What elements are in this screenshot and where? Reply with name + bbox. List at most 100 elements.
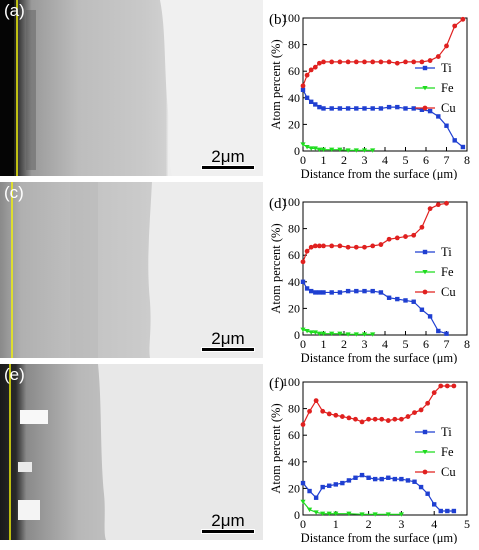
- x-tick-label: 7: [444, 153, 450, 167]
- y-tick-label: 60: [288, 248, 300, 262]
- y-axis-label: Atom percent (%): [269, 39, 283, 129]
- legend-entry-ti: Ti: [415, 61, 452, 75]
- data-point: [411, 232, 417, 238]
- y-tick-label: 40: [288, 91, 300, 105]
- x-tick-label: 5: [403, 153, 409, 167]
- legend-marker: [422, 450, 428, 455]
- data-point: [327, 483, 332, 488]
- data-point: [316, 147, 322, 153]
- data-point: [451, 508, 457, 514]
- data-point: [405, 414, 411, 419]
- scale-bar-line-e: [201, 529, 255, 534]
- y-tick-label: 20: [288, 481, 300, 495]
- legend-marker: [422, 289, 428, 295]
- data-point: [300, 259, 306, 265]
- sem-micrograph-a: [0, 0, 263, 176]
- legend-label: Ti: [441, 245, 452, 259]
- data-point: [403, 298, 408, 303]
- scale-bar-label-a: 2μm: [211, 147, 245, 166]
- y-tick-label: 80: [288, 38, 300, 52]
- data-point: [308, 244, 314, 250]
- data-point: [359, 512, 365, 517]
- data-point: [346, 415, 352, 421]
- x-tick-label: 7: [444, 337, 450, 351]
- data-point: [337, 147, 343, 153]
- data-point: [316, 331, 322, 337]
- series-cu: [300, 16, 466, 89]
- data-point: [312, 243, 318, 249]
- data-point: [412, 479, 417, 484]
- data-point: [444, 200, 449, 206]
- y-tick-label: 20: [288, 301, 300, 315]
- x-tick-label: 0: [300, 517, 306, 531]
- data-point: [394, 60, 400, 66]
- data-point: [304, 329, 310, 334]
- data-point: [312, 146, 318, 151]
- data-point: [313, 510, 319, 515]
- data-point: [329, 243, 335, 249]
- data-point: [308, 67, 314, 73]
- data-point: [435, 202, 441, 208]
- data-point: [427, 314, 433, 319]
- data-point: [337, 331, 343, 337]
- data-point: [329, 106, 334, 111]
- legend-label: Fe: [441, 445, 454, 459]
- data-point: [444, 43, 449, 49]
- data-point: [378, 290, 384, 295]
- data-point: [353, 59, 359, 65]
- data-point: [329, 331, 335, 337]
- data-point: [444, 383, 450, 389]
- x-tick-label: 8: [464, 153, 470, 167]
- data-point: [445, 508, 450, 514]
- x-tick-label: 3: [398, 517, 404, 531]
- data-point: [386, 475, 391, 480]
- series-ti: [300, 472, 457, 514]
- data-point: [304, 145, 310, 150]
- panel-label-b: (b): [269, 12, 287, 28]
- data-point: [418, 407, 424, 413]
- data-point: [399, 476, 404, 482]
- data-point: [337, 290, 343, 295]
- sem-image-c: (c) 2μm: [0, 182, 263, 358]
- data-point: [386, 59, 392, 65]
- data-point: [300, 83, 306, 89]
- data-point: [304, 72, 310, 78]
- sem-micrograph-c: [0, 182, 263, 358]
- legend-entry-cu: Cu: [415, 101, 456, 115]
- data-point: [320, 408, 326, 414]
- data-point: [345, 288, 351, 294]
- x-tick-label: 4: [431, 517, 437, 531]
- data-point: [320, 331, 327, 337]
- data-point: [354, 288, 359, 294]
- data-point: [366, 475, 371, 480]
- data-point: [354, 106, 359, 111]
- data-point: [312, 330, 318, 335]
- data-point: [317, 243, 322, 249]
- data-point: [438, 383, 444, 389]
- data-point: [345, 106, 351, 111]
- data-point: [321, 243, 326, 249]
- data-point: [419, 307, 425, 312]
- data-point: [321, 59, 326, 65]
- x-tick-label: 0: [300, 337, 306, 351]
- panel-label-c: (c): [4, 183, 24, 202]
- legend-label: Cu: [441, 465, 456, 479]
- data-point: [372, 512, 378, 517]
- data-point: [346, 511, 352, 517]
- data-point: [304, 286, 310, 291]
- plot-frame: [302, 381, 468, 516]
- data-point: [385, 512, 391, 517]
- data-point: [326, 511, 332, 517]
- data-point: [451, 383, 457, 389]
- data-point: [378, 242, 384, 247]
- sem-micrograph-e: [0, 364, 263, 540]
- series-ti: [300, 279, 449, 336]
- x-tick-label: 1: [333, 517, 339, 531]
- data-point: [452, 138, 457, 143]
- legend-entry-ti: Ti: [415, 245, 452, 259]
- data-point: [370, 332, 376, 337]
- data-point: [362, 288, 367, 294]
- data-point: [403, 59, 408, 65]
- x-tick-label: 3: [362, 337, 368, 351]
- data-point: [353, 148, 359, 153]
